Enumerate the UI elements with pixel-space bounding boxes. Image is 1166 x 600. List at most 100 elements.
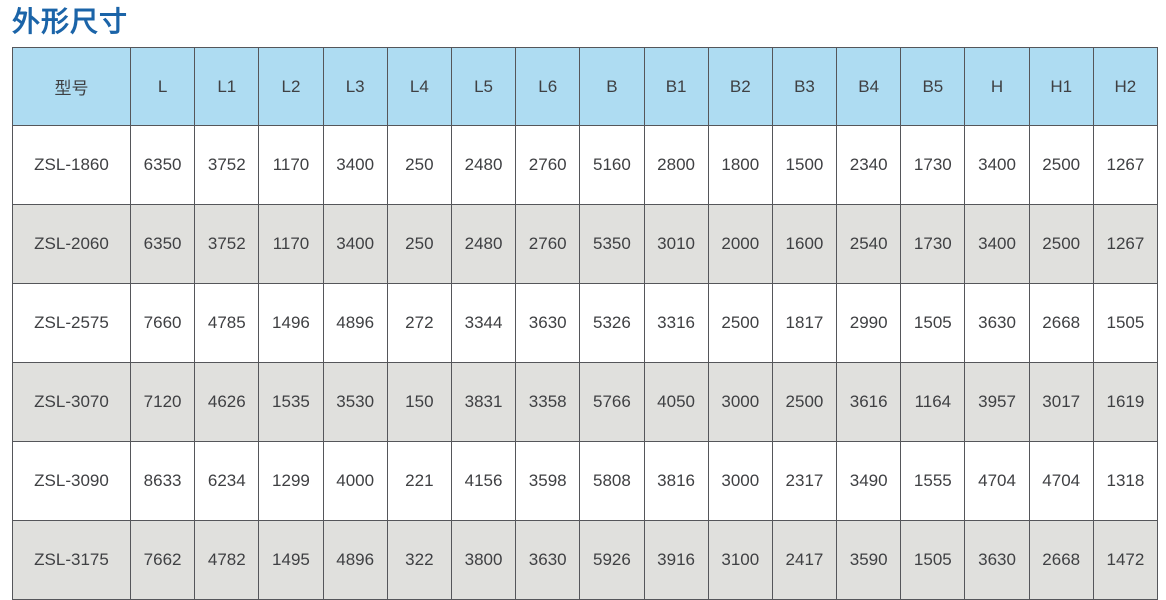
value-cell: 2500 (707, 283, 773, 364)
page-title: 外形尺寸 (12, 6, 129, 37)
value-cell: 3400 (322, 125, 388, 206)
value-cell: 3916 (643, 520, 709, 600)
column-header-h1: H1 (1028, 47, 1094, 127)
value-cell: 1555 (900, 441, 966, 522)
value-cell: 4896 (322, 283, 388, 364)
value-cell: 1619 (1092, 362, 1159, 443)
value-cell: 2417 (771, 520, 838, 600)
value-cell: 4050 (643, 362, 709, 443)
value-cell: 4704 (1028, 441, 1094, 522)
value-cell: 3752 (194, 125, 260, 206)
value-cell: 3616 (836, 362, 902, 443)
table-header: 型号 L L1 L2 L3 L4 L5 L6 B B1 B2 B3 B4 B5 H H1 H2 (12, 47, 1159, 127)
header-row: 型号 L L1 L2 L3 L4 L5 L6 B B1 B2 B3 B4 B5 H H1 H2 (12, 47, 1159, 127)
value-cell: 3010 (643, 204, 709, 285)
value-cell: 5326 (579, 283, 645, 364)
column-header-model: 型号 (12, 47, 131, 127)
column-header-h: H (964, 47, 1030, 127)
value-cell: 5350 (579, 204, 645, 285)
value-cell: 2540 (836, 204, 902, 285)
value-cell: 2340 (836, 125, 902, 206)
value-cell: 1730 (900, 204, 966, 285)
column-header-b: B (579, 47, 645, 127)
value-cell: 3400 (322, 204, 388, 285)
value-cell: 1170 (258, 204, 324, 285)
value-cell: 2990 (836, 283, 902, 364)
value-cell: 6234 (194, 441, 260, 522)
value-cell: 8633 (129, 441, 196, 522)
value-cell: 2500 (771, 362, 838, 443)
model-cell: ZSL-1860 (12, 125, 131, 206)
value-cell: 3490 (836, 441, 902, 522)
value-cell: 1495 (258, 520, 324, 600)
value-cell: 1267 (1092, 125, 1159, 206)
value-cell: 2760 (515, 125, 581, 206)
value-cell: 2480 (450, 125, 517, 206)
value-cell: 3000 (707, 362, 773, 443)
value-cell: 1730 (900, 125, 966, 206)
column-header-l3: L3 (322, 47, 388, 127)
value-cell: 7662 (129, 520, 196, 600)
value-cell: 3316 (643, 283, 709, 364)
column-header-l6: L6 (515, 47, 581, 127)
value-cell: 2480 (450, 204, 517, 285)
value-cell: 5766 (579, 362, 645, 443)
value-cell: 6350 (129, 204, 196, 285)
model-cell: ZSL-2060 (12, 204, 131, 285)
table-row: ZSL-3175 7662 4782 1495 4896 322 3800 3630 5926 3… (12, 520, 1159, 600)
value-cell: 2000 (707, 204, 773, 285)
table-row: ZSL-2575 7660 4785 1496 4896 272 3344 3630 5326 3… (12, 283, 1159, 364)
value-cell: 4896 (322, 520, 388, 600)
value-cell: 3630 (964, 520, 1030, 600)
table-row: ZSL-2060 6350 3752 1170 3400 250 2480 2760 5350 3… (12, 204, 1159, 285)
value-cell: 4782 (194, 520, 260, 600)
value-cell: 1817 (771, 283, 838, 364)
value-cell: 3000 (707, 441, 773, 522)
value-cell: 3400 (964, 204, 1030, 285)
value-cell: 3590 (836, 520, 902, 600)
value-cell: 2668 (1028, 520, 1094, 600)
model-cell: ZSL-3070 (12, 362, 131, 443)
column-header-b1: B1 (643, 47, 709, 127)
column-header-h2: H2 (1092, 47, 1159, 127)
value-cell: 1170 (258, 125, 324, 206)
column-header-l: L (129, 47, 196, 127)
value-cell: 4704 (964, 441, 1030, 522)
value-cell: 221 (386, 441, 452, 522)
value-cell: 1505 (900, 520, 966, 600)
value-cell: 1496 (258, 283, 324, 364)
value-cell: 250 (386, 125, 452, 206)
table-body: ZSL-1860 6350 3752 1170 3400 250 2480 2760 5160 2… (12, 125, 1159, 600)
model-cell: ZSL-3175 (12, 520, 131, 600)
value-cell: 2317 (771, 441, 838, 522)
value-cell: 3530 (322, 362, 388, 443)
value-cell: 1267 (1092, 204, 1159, 285)
column-header-l4: L4 (386, 47, 452, 127)
dimensions-table: 型号 L L1 L2 L3 L4 L5 L6 B B1 B2 B3 B4 B5 H H1 H2 ZSL-1860… (12, 47, 1159, 600)
value-cell: 1800 (707, 125, 773, 206)
value-cell: 3344 (450, 283, 517, 364)
value-cell: 150 (386, 362, 452, 443)
value-cell: 4785 (194, 283, 260, 364)
value-cell: 3400 (964, 125, 1030, 206)
value-cell: 2668 (1028, 283, 1094, 364)
value-cell: 3100 (707, 520, 773, 600)
value-cell: 272 (386, 283, 452, 364)
value-cell: 3957 (964, 362, 1030, 443)
column-header-l1: L1 (194, 47, 260, 127)
model-cell: ZSL-2575 (12, 283, 131, 364)
value-cell: 1318 (1092, 441, 1159, 522)
column-header-b4: B4 (836, 47, 902, 127)
value-cell: 4156 (450, 441, 517, 522)
value-cell: 2760 (515, 204, 581, 285)
value-cell: 1505 (1092, 283, 1159, 364)
value-cell: 1505 (900, 283, 966, 364)
value-cell: 2500 (1028, 204, 1094, 285)
table-row: ZSL-3090 8633 6234 1299 4000 221 4156 3598 5808 3… (12, 441, 1159, 522)
value-cell: 3630 (515, 283, 581, 364)
model-cell: ZSL-3090 (12, 441, 131, 522)
value-cell: 322 (386, 520, 452, 600)
value-cell: 3800 (450, 520, 517, 600)
value-cell: 5926 (579, 520, 645, 600)
